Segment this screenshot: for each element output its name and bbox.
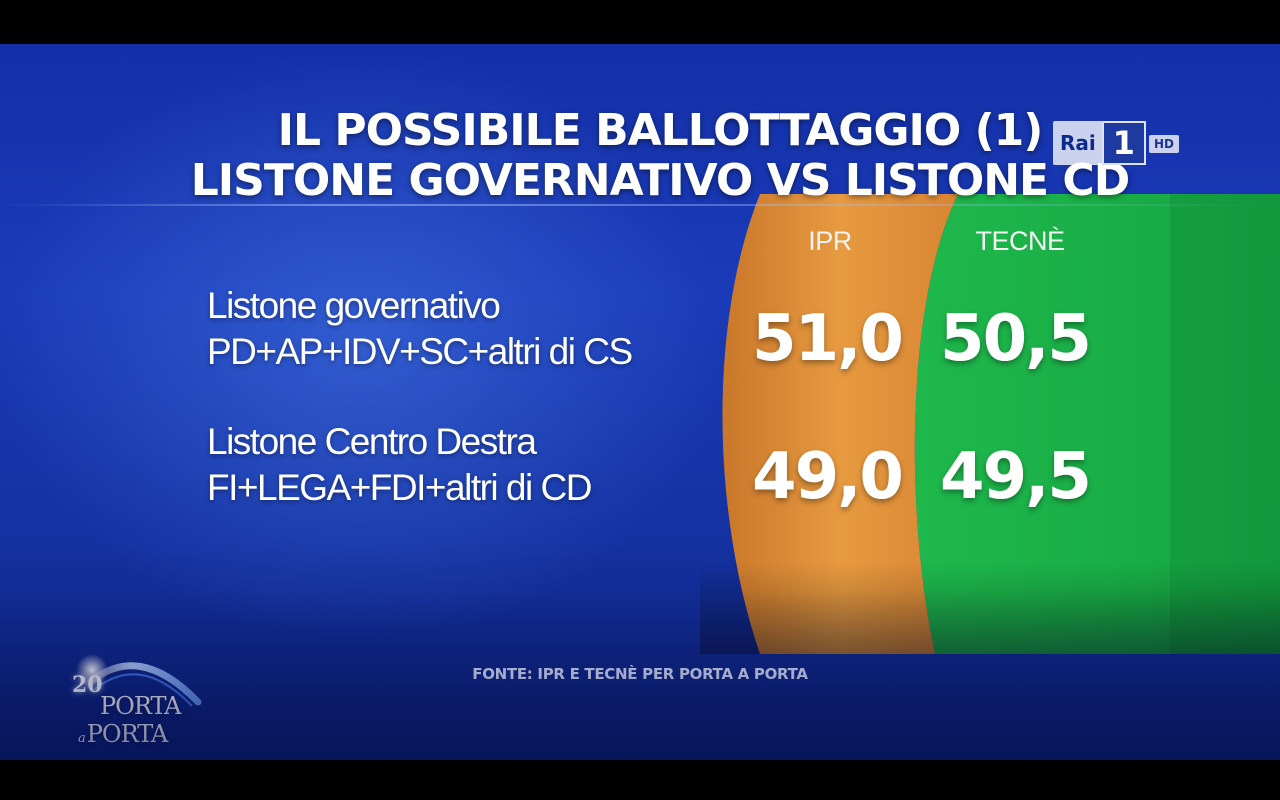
row-2-ipr-value: 49,0 bbox=[752, 440, 904, 514]
header-divider bbox=[0, 204, 1280, 206]
rai-brand-text: Rai bbox=[1060, 131, 1096, 155]
porta-a-porta-logo: 20 PORTA aPORTA bbox=[58, 644, 218, 760]
title-line-1: IL POSSIBILE BALLOTTAGGIO (1) bbox=[277, 105, 1044, 156]
row-1-detail: PD+AP+IDV+SC+altri di CS bbox=[207, 331, 633, 372]
row-2-tecne-value: 49,5 bbox=[940, 440, 1092, 514]
logo-connector: a bbox=[78, 731, 86, 746]
logo-arc-icon bbox=[76, 654, 202, 707]
logo-word-1: PORTA bbox=[100, 692, 181, 720]
row-1-ipr-value: 51,0 bbox=[752, 302, 904, 376]
logo-line-2: aPORTA bbox=[78, 720, 168, 748]
column-header-tecne: TECNÈ bbox=[975, 226, 1065, 256]
row-1-tecne-value: 50,5 bbox=[940, 302, 1092, 376]
broadcast-graphic: IL POSSIBILE BALLOTTAGGIO (1) LISTONE GO… bbox=[0, 44, 1280, 760]
logo-word-2: PORTA bbox=[86, 720, 168, 748]
channel-number: 1 bbox=[1101, 121, 1146, 165]
source-note: FONTE: IPR E TECNÈ PER PORTA A PORTA bbox=[472, 665, 808, 683]
hd-badge: HD bbox=[1149, 135, 1180, 153]
column-bands bbox=[700, 194, 1280, 654]
row-1-name: Listone governativo bbox=[207, 285, 501, 326]
row-2-detail: FI+LEGA+FDI+altri di CD bbox=[207, 467, 592, 508]
row-2-name: Listone Centro Destra bbox=[207, 421, 537, 462]
logo-anniversary: 20 bbox=[72, 672, 103, 698]
title-line-2: LISTONE GOVERNATIVO VS LISTONE CD bbox=[190, 155, 1130, 206]
rai1-channel-logo: Rai 1 bbox=[1053, 121, 1146, 165]
column-header-ipr: IPR bbox=[808, 226, 852, 256]
